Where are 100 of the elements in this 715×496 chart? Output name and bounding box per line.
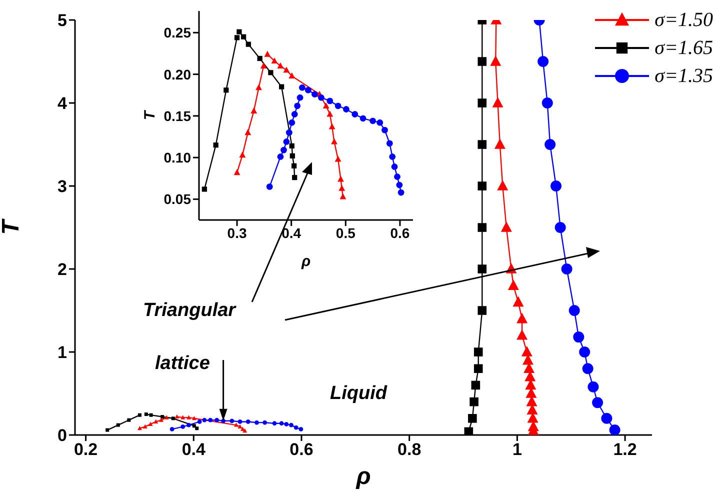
point: [573, 332, 584, 343]
x-tick-label: 0.6: [290, 440, 314, 460]
point: [116, 423, 120, 427]
point: [256, 84, 262, 90]
point: [521, 346, 532, 356]
x-axis-title: ρ: [300, 253, 311, 270]
point: [478, 306, 487, 315]
point: [322, 102, 330, 108]
point: [490, 55, 502, 66]
point: [271, 57, 278, 64]
point: [257, 56, 262, 62]
x-tick-label: 0.3: [227, 224, 247, 241]
point: [311, 91, 318, 98]
point: [238, 424, 242, 428]
point: [244, 129, 252, 136]
point: [561, 264, 572, 274]
point: [171, 416, 175, 420]
point: [376, 119, 384, 126]
point: [334, 102, 342, 110]
point: [277, 154, 284, 160]
point: [478, 98, 487, 108]
y-tick-label: 3: [58, 177, 67, 196]
point: [246, 420, 250, 424]
point: [464, 427, 474, 435]
point: [497, 180, 508, 190]
point: [512, 296, 524, 307]
point: [138, 426, 142, 430]
point: [470, 397, 478, 406]
point: [508, 280, 519, 290]
x-axis-title: ρ: [355, 463, 371, 490]
point: [234, 422, 238, 427]
point: [389, 154, 396, 160]
point: [260, 62, 267, 69]
x-tick-label: 0.2: [74, 440, 98, 460]
point: [239, 152, 246, 158]
point: [170, 426, 174, 432]
x-tick-label: 1.2: [613, 440, 637, 460]
point: [360, 115, 366, 122]
point: [334, 156, 342, 162]
point: [471, 380, 480, 390]
point: [288, 119, 296, 126]
y-tick-label: 4: [58, 94, 68, 114]
x-tick-label: 0.8: [398, 440, 422, 460]
point: [478, 264, 487, 274]
point: [197, 420, 202, 424]
y-tick-label: 0.10: [164, 150, 192, 166]
point: [195, 426, 199, 430]
annotation: lattice: [155, 353, 210, 375]
point: [294, 102, 301, 110]
x-tick-label: 0.4: [182, 440, 206, 460]
point: [154, 419, 158, 424]
point: [164, 415, 169, 420]
point: [318, 94, 324, 101]
y-tick-label: 0.15: [164, 108, 192, 124]
annotation: Liquid: [330, 383, 387, 405]
point: [542, 98, 553, 108]
point: [234, 169, 240, 176]
point: [291, 163, 297, 168]
y-tick-label: 5: [58, 11, 67, 30]
point: [284, 422, 289, 426]
point: [601, 412, 612, 424]
y-tick-label: 0.20: [164, 66, 192, 82]
y-tick-label: 1: [58, 343, 67, 362]
point: [268, 70, 274, 76]
point: [494, 138, 506, 149]
point: [468, 414, 477, 423]
point: [478, 223, 487, 232]
point: [138, 413, 142, 417]
point: [478, 182, 487, 190]
y-axis-title: T: [141, 109, 158, 120]
point: [186, 415, 191, 420]
point: [250, 107, 258, 114]
point: [180, 424, 186, 429]
point: [283, 138, 290, 145]
point: [283, 66, 290, 73]
point: [294, 425, 298, 430]
point: [478, 57, 487, 66]
point: [296, 94, 304, 101]
point: [331, 138, 338, 144]
point: [254, 420, 259, 425]
point: [474, 348, 483, 356]
point: [230, 418, 234, 424]
x-tick-label: 1: [512, 440, 522, 460]
point: [386, 140, 393, 147]
point: [192, 416, 196, 420]
point: [202, 418, 207, 422]
legend-label: σ=1.65: [654, 36, 713, 60]
point: [159, 418, 164, 422]
point: [213, 142, 218, 148]
point: [127, 418, 131, 422]
point: [382, 126, 388, 134]
y-tick-label: 2: [58, 260, 67, 280]
point: [299, 84, 306, 91]
point: [304, 86, 312, 94]
point: [238, 420, 242, 424]
point: [568, 305, 580, 316]
point: [396, 182, 403, 188]
point: [478, 140, 487, 149]
point: [289, 143, 294, 148]
point: [289, 422, 294, 428]
